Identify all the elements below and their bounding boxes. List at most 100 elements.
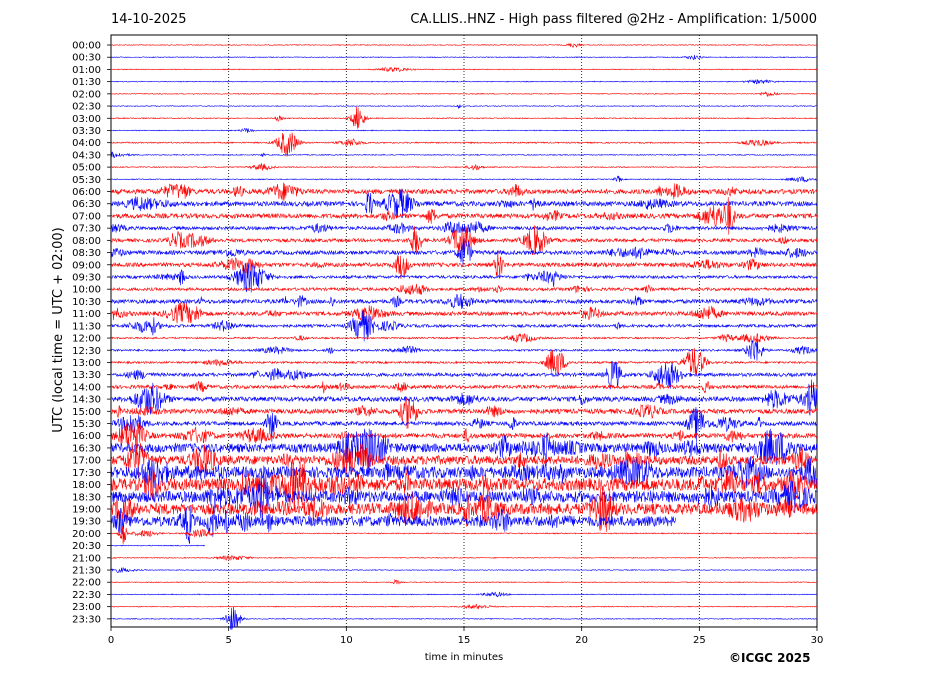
trace-03:30 (110, 127, 818, 133)
trace-07:30 (110, 220, 818, 235)
x-tick-label-25: 25 (693, 635, 706, 646)
trace-15:30 (110, 407, 818, 443)
row-label-15:00: 15:00 (72, 407, 101, 418)
trace-07:00 (110, 196, 818, 235)
row-label-12:30: 12:30 (72, 346, 101, 357)
trace-14:00 (110, 380, 818, 394)
row-label-06:30: 06:30 (72, 199, 101, 210)
row-label-13:00: 13:00 (72, 358, 101, 369)
row-label-00:00: 00:00 (72, 41, 101, 52)
trace-14:30 (110, 379, 818, 416)
trace-02:30 (110, 104, 818, 110)
trace-03:00 (110, 106, 818, 129)
trace-21:30 (110, 566, 818, 574)
trace-00:30 (110, 54, 818, 61)
row-label-23:00: 23:00 (72, 602, 101, 613)
trace-19:00 (110, 485, 818, 533)
trace-01:30 (110, 79, 818, 85)
trace-11:00 (110, 302, 818, 324)
trace-05:00 (110, 163, 818, 171)
trace-20:30 (110, 544, 206, 547)
row-label-05:00: 05:00 (72, 163, 101, 174)
row-label-04:00: 04:00 (72, 138, 101, 149)
row-label-07:30: 07:30 (72, 224, 101, 235)
row-label-02:00: 02:00 (72, 89, 101, 100)
row-label-16:00: 16:00 (72, 431, 101, 442)
row-label-11:30: 11:30 (72, 321, 101, 332)
row-label-18:00: 18:00 (72, 480, 101, 491)
row-label-00:30: 00:30 (72, 53, 101, 64)
x-tick-label-5: 5 (225, 635, 231, 646)
trace-19:30 (110, 505, 677, 544)
trace-09:30 (110, 263, 818, 293)
trace-17:00 (110, 439, 818, 478)
row-label-17:00: 17:00 (72, 456, 101, 467)
trace-09:00 (110, 249, 818, 279)
trace-08:00 (110, 225, 818, 256)
row-label-09:30: 09:30 (72, 272, 101, 283)
trace-01:00 (110, 66, 818, 72)
trace-23:00 (110, 604, 818, 610)
row-label-18:30: 18:30 (72, 492, 101, 503)
row-label-05:30: 05:30 (72, 175, 101, 186)
row-label-08:30: 08:30 (72, 248, 101, 259)
trace-18:00 (110, 460, 818, 511)
y-axis-label: UTC (local time = UTC + 02:00) (51, 227, 66, 432)
row-label-02:30: 02:30 (72, 102, 101, 113)
row-label-12:00: 12:00 (72, 334, 101, 345)
row-label-20:00: 20:00 (72, 529, 101, 540)
trace-05:30 (110, 175, 818, 183)
trace-21:00 (110, 555, 818, 562)
trace-22:00 (110, 578, 818, 585)
row-label-20:30: 20:30 (72, 541, 101, 552)
row-label-01:00: 01:00 (72, 65, 101, 76)
trace-02:00 (110, 91, 818, 98)
row-label-21:30: 21:30 (72, 566, 101, 577)
row-label-14:00: 14:00 (72, 382, 101, 393)
trace-10:00 (110, 283, 818, 295)
x-axis-label: time in minutes (425, 652, 504, 663)
row-label-22:00: 22:00 (72, 578, 101, 589)
x-tick-label-15: 15 (458, 635, 471, 646)
date-label: 14-10-2025 (111, 12, 187, 27)
x-tick-label-10: 10 (340, 635, 353, 646)
trace-00:00 (110, 42, 818, 48)
trace-08:30 (110, 238, 818, 267)
trace-13:30 (110, 360, 818, 390)
trace-04:30 (110, 151, 818, 158)
row-label-14:30: 14:30 (72, 395, 101, 406)
trace-12:30 (110, 338, 818, 361)
row-label-10:00: 10:00 (72, 285, 101, 296)
row-label-19:30: 19:30 (72, 517, 101, 528)
trace-04:00 (110, 132, 818, 157)
row-label-06:00: 06:00 (72, 187, 101, 198)
trace-16:30 (110, 428, 818, 468)
row-label-01:30: 01:30 (72, 77, 101, 88)
trace-15:00 (110, 396, 818, 429)
trace-06:00 (110, 182, 818, 201)
row-label-10:30: 10:30 (72, 297, 101, 308)
row-label-15:30: 15:30 (72, 419, 101, 430)
trace-16:00 (110, 422, 818, 448)
trace-20:00 (110, 526, 818, 545)
row-label-17:30: 17:30 (72, 468, 101, 479)
trace-11:30 (110, 309, 818, 342)
trace-13:00 (110, 348, 818, 377)
row-label-03:30: 03:30 (72, 126, 101, 137)
row-label-04:30: 04:30 (72, 150, 101, 161)
trace-06:30 (110, 188, 818, 218)
chart-title: CA.LLIS..HNZ - High pass filtered @2Hz -… (410, 12, 817, 27)
copyright-label: ©ICGC 2025 (729, 651, 811, 665)
row-label-09:00: 09:00 (72, 260, 101, 271)
row-label-19:00: 19:00 (72, 504, 101, 515)
row-label-07:00: 07:00 (72, 211, 101, 222)
row-label-13:30: 13:30 (72, 370, 101, 381)
x-tick-label-30: 30 (811, 635, 824, 646)
row-label-21:00: 21:00 (72, 553, 101, 564)
trace-23:30 (110, 606, 818, 630)
row-label-03:00: 03:00 (72, 114, 101, 125)
x-tick-label-0: 0 (108, 635, 114, 646)
trace-18:30 (110, 465, 818, 526)
trace-17:30 (110, 456, 818, 489)
